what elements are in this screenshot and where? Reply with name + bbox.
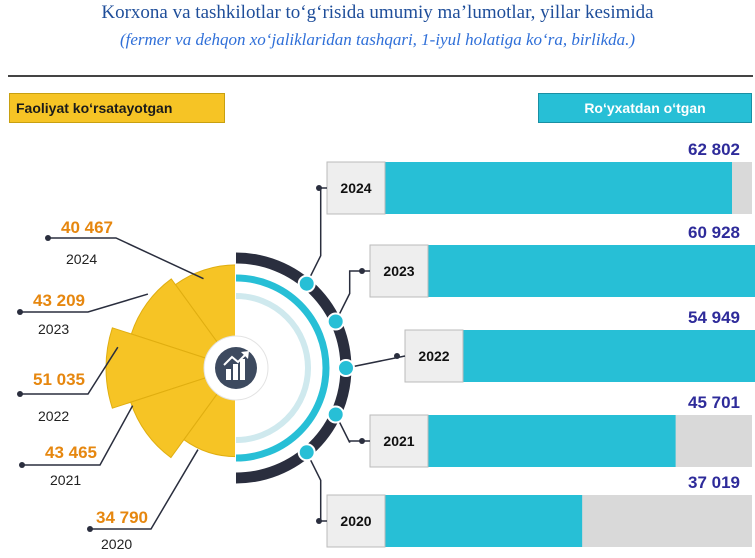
connector-end-dot-2024 [316,185,322,191]
connector-end-dot-2023 [359,268,365,274]
slice-year-2020: 2020 [101,536,132,552]
page-title: Korxona va tashkilotlar to‘g‘risida umum… [101,2,654,23]
bar-2022 [463,330,755,382]
slice-year-2023: 2023 [38,321,69,337]
inner-ring [235,274,330,462]
connector-end-dot-2022 [394,353,400,359]
leader-line-2024 [48,237,204,280]
leader-line-2022 [20,346,119,395]
ring-dot-2022 [337,359,355,377]
leader-dot-2022 [17,391,23,397]
bar-2023 [428,245,755,297]
leader-dot-2024 [45,235,51,241]
slice-year-2024: 2024 [66,251,97,267]
registered-label: Ro‘yxatdan o‘tgan [538,93,752,123]
ring-dot-2021 [326,405,345,424]
bar-value-2023: 60 928 [688,223,740,242]
pie-slice-2022 [105,327,238,409]
pie-slice-2021 [130,367,238,459]
slice-value-2020: 34 790 [96,508,148,527]
divider [8,75,753,77]
slice-year-2021: 2021 [50,472,81,488]
faint-ring [235,293,311,443]
bar-2021 [428,415,676,467]
year-box-label-2023: 2023 [383,263,414,279]
year-box-2023 [369,244,429,298]
ring-dot-2024 [297,274,316,293]
bar-2024 [385,162,732,214]
bar-2020 [385,495,583,547]
leader-line-2021 [22,405,134,466]
year-box-label-2022: 2022 [418,348,449,364]
connector-end-dot-2021 [359,438,365,444]
slice-value-2022: 51 035 [33,370,85,389]
year-box-2021 [369,414,429,468]
leader-dot-2023 [17,309,23,315]
connector-line-2020 [306,451,327,522]
connector-line-2024 [306,187,327,285]
slice-value-2023: 43 209 [33,291,85,310]
connector-end-dot-2020 [316,518,322,524]
year-box-label-2020: 2020 [340,513,371,529]
bar-value-2020: 37 019 [688,473,740,492]
year-box-2020 [326,494,386,548]
leader-line-2020 [90,449,199,530]
connector-line-2023 [335,270,370,322]
leader-dot-2020 [87,526,93,532]
slice-value-2024: 40 467 [61,218,113,237]
bar-value-2024: 62 802 [688,140,740,159]
slice-year-2022: 2022 [38,408,69,424]
bar-value-2021: 45 701 [688,393,740,412]
growth-chart-icon [223,351,249,380]
ring-dot-2023 [326,312,345,331]
year-box-2022 [404,329,464,383]
year-box-label-2021: 2021 [383,433,414,449]
leader-dot-2021 [19,462,25,468]
slice-value-2021: 43 465 [45,443,97,462]
leader-line-2023 [20,293,149,313]
year-box-label-2024: 2024 [340,180,371,196]
bar-value-2022: 54 949 [688,308,740,327]
active-label: Faoliyat ko‘rsatayotgan [9,93,225,123]
page-subtitle: (fermer va dehqon xo‘jaliklaridan tashqa… [119,30,636,49]
ring-dot-2020 [297,443,316,462]
